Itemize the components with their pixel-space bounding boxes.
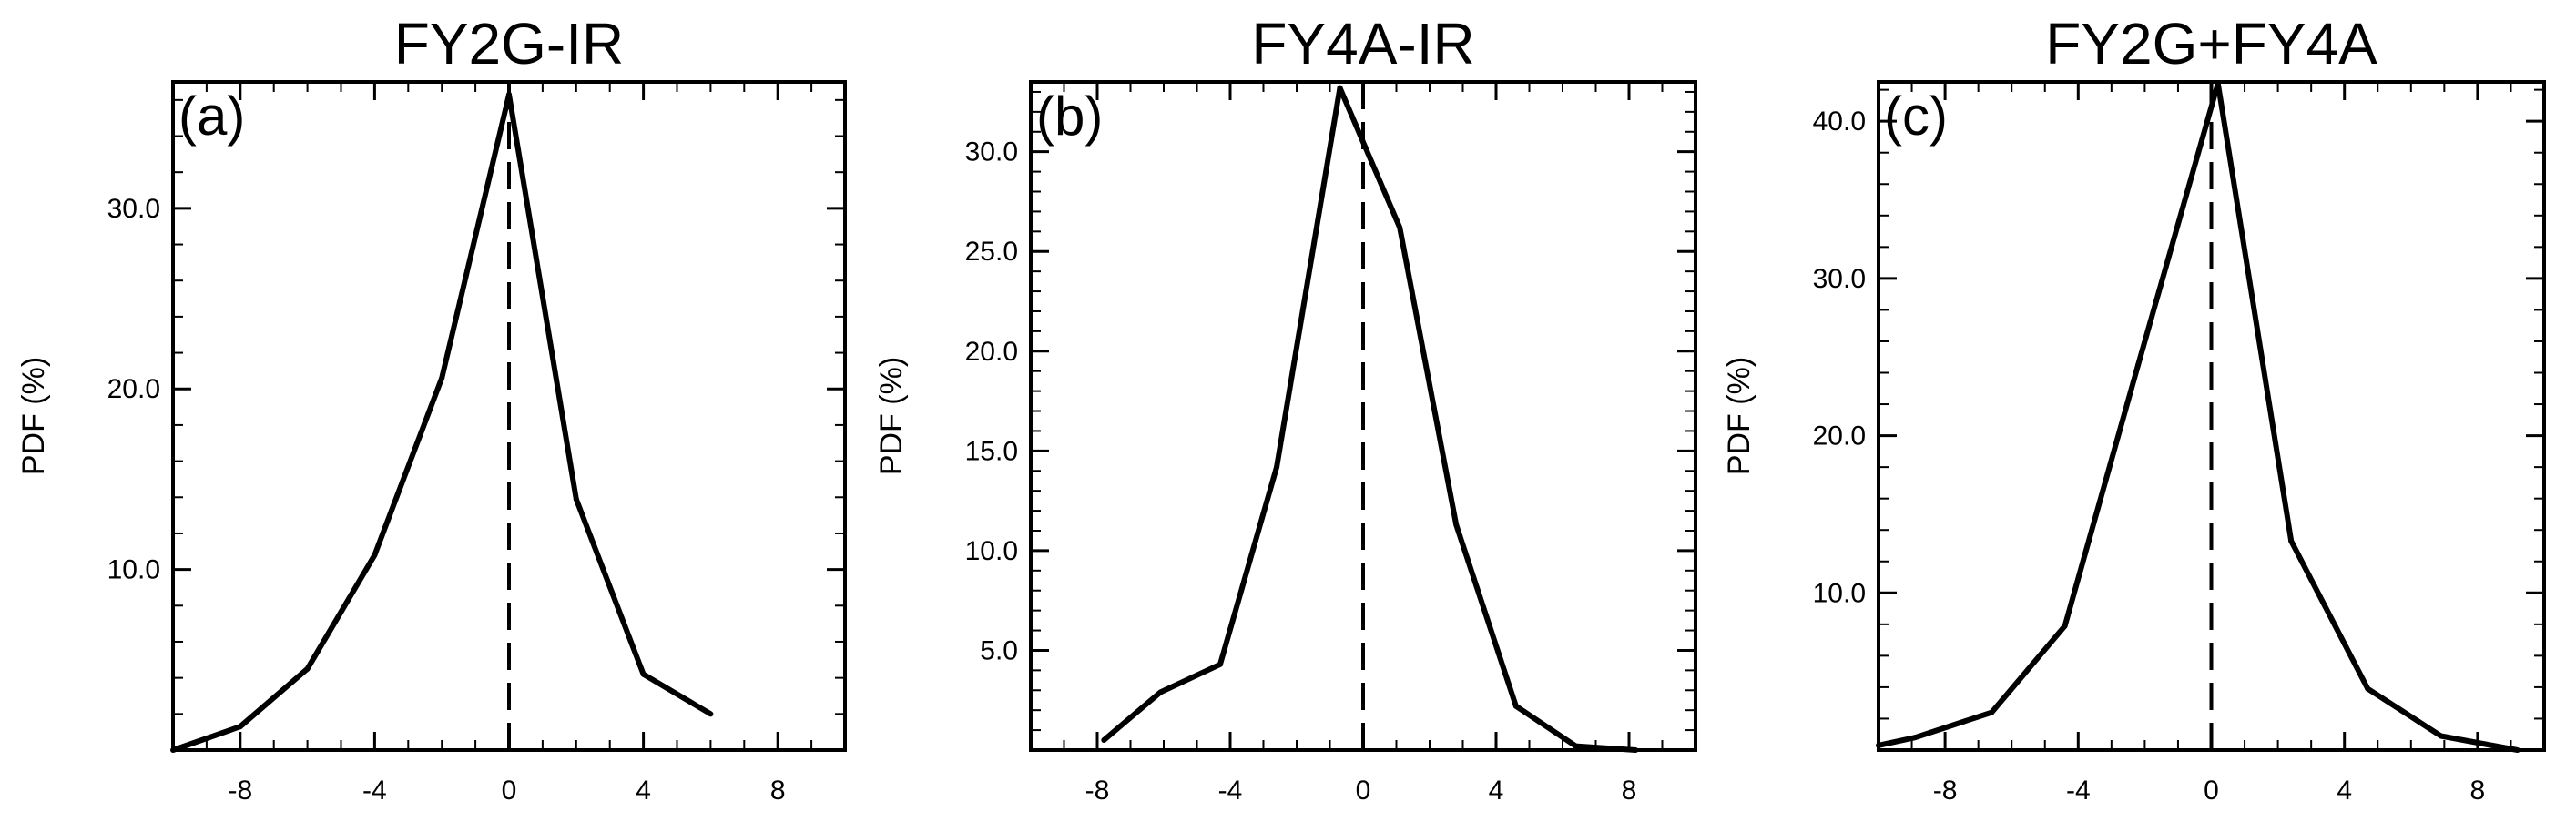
chart-0-y-axis-title: PDF (%): [16, 357, 51, 475]
chart-0-panel-label: (a): [178, 86, 245, 147]
chart-2-x-tick-label: -4: [2066, 776, 2091, 806]
chart-2-data-point: [2135, 361, 2142, 368]
chart-2-series-line: [1878, 80, 2519, 753]
chart-0-series-line: [172, 91, 712, 753]
chart-1-y-tick-label: 15.0: [965, 436, 1018, 466]
chart-1-x-tick-label: 8: [1622, 776, 1637, 806]
chart-0-y-tick-label: 10.0: [107, 555, 160, 585]
chart-1-plot-frame: [1029, 80, 1697, 752]
chart-0-y-tick-label: 20.0: [107, 374, 160, 404]
chart-0-x-tick-label: 0: [502, 776, 517, 806]
chart-1-title: FY4A-IR: [1251, 11, 1474, 76]
chart-0-data-point: [237, 724, 243, 730]
chart-1-data-point: [1337, 85, 1343, 91]
chart-2-y-axis-title: PDF (%): [1722, 357, 1756, 475]
chart-2-x-tick-label: -8: [1933, 776, 1958, 806]
chart-0-data-point: [708, 711, 714, 717]
chart-1-y-axis-title: PDF (%): [874, 357, 909, 475]
chart-0-x-tick-label: -4: [362, 776, 387, 806]
chart-2-title: FY2G+FY4A: [2045, 11, 2377, 76]
chart-0-data-point: [573, 496, 579, 502]
chart-1-data-point: [1217, 661, 1224, 667]
chart-0-plot-frame: [171, 80, 847, 752]
chart-2-plot-frame: [1877, 80, 2546, 752]
chart-0-x-tick-label: 4: [636, 776, 651, 806]
chart-0-data-point: [506, 91, 512, 97]
chart-2-panel-label: (c): [1884, 86, 1948, 147]
chart-2: FY2G+FY4A -8 -4 0 4 8 10.0 20.0 30.0 40.0 PDF (%) (…: [1722, 11, 2546, 806]
chart-2-data-point: [1989, 709, 1995, 715]
chart-1-data-point: [1512, 703, 1519, 709]
chart-1-x-tick-label: -8: [1085, 776, 1110, 806]
chart-2-x-tick-label: 4: [2337, 776, 2352, 806]
chart-2-data-point: [2288, 538, 2295, 544]
chart-1: FY4A-IR -8 -4 0 4 8 5.0 10.0 15.0 20.0 25.0 30.0 PDF…: [874, 11, 1697, 806]
chart-1-x-tick-label: 0: [1356, 776, 1371, 806]
chart-2-data-point: [2365, 685, 2371, 692]
chart-1-y-tick-label: 25.0: [965, 237, 1018, 267]
chart-1-data-point: [1101, 737, 1107, 744]
chart-0-title: FY2G-IR: [394, 11, 624, 76]
chart-1-data-point: [1453, 522, 1460, 528]
chart-0-data-point: [304, 665, 311, 672]
chart-0-data-point: [439, 375, 445, 381]
chart-1-data-point: [1157, 689, 1164, 695]
chart-1-y-tick-label: 10.0: [965, 536, 1018, 566]
chart-1-panel-label: (b): [1036, 86, 1103, 147]
chart-1-series-line: [1102, 85, 1636, 753]
chart-1-data-point: [1274, 463, 1280, 470]
chart-2-y-tick-label: 40.0: [1813, 107, 1866, 137]
chart-1-data-point: [1573, 743, 1579, 749]
chart-1-y-tick-label: 20.0: [965, 337, 1018, 367]
chart-2-data-point: [1912, 735, 1919, 741]
chart-2-data-point: [2062, 623, 2068, 629]
chart-2-x-tick-label: 8: [2470, 776, 2486, 806]
chart-0-data-point: [372, 552, 378, 558]
chart-0-x-tick-label: -8: [228, 776, 252, 806]
chart-1-y-tick-label: 5.0: [980, 635, 1018, 665]
chart-0: FY2G-IR -8 -4 0 4 8 10.0 20.0 30.0 PDF (%) (a): [16, 11, 847, 806]
chart-1-x-tick-label: -4: [1218, 776, 1243, 806]
chart-1-x-tick-label: 4: [1489, 776, 1504, 806]
chart-2-data-point: [2438, 733, 2444, 739]
chart-2-x-tick-label: 0: [2204, 776, 2219, 806]
chart-0-data-point: [640, 671, 647, 677]
chart-0-x-tick-label: 8: [770, 776, 786, 806]
chart-0-y-tick-label: 30.0: [107, 194, 160, 224]
chart-1-data-point: [1397, 224, 1403, 230]
chart-2-y-tick-label: 10.0: [1813, 578, 1866, 608]
chart-2-y-tick-label: 20.0: [1813, 421, 1866, 452]
chart-2-y-tick-label: 30.0: [1813, 264, 1866, 294]
chart-1-y-tick-label: 30.0: [965, 137, 1018, 167]
